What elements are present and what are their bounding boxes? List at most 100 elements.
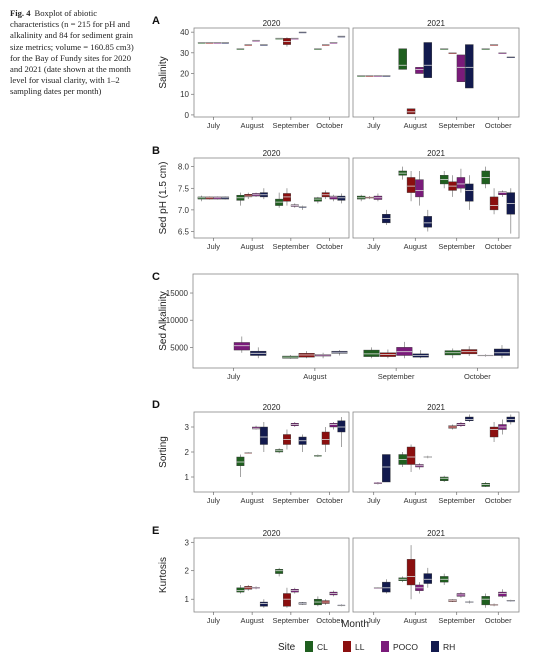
facet-strip [194, 148, 349, 158]
facet-strip [194, 528, 349, 538]
panel-letter: D [152, 399, 160, 411]
box-body [329, 423, 338, 428]
x-tick-label: July [367, 121, 381, 130]
box-LL-August [244, 452, 252, 454]
box-CL-August [236, 584, 245, 594]
y-tick-label: 7.5 [178, 184, 190, 193]
caption-text: Boxplot of abiotic characteristics (n = … [10, 8, 134, 97]
box-POCO-August [415, 170, 424, 206]
box-RH-July [382, 579, 391, 594]
x-tick-label: October [316, 242, 343, 251]
y-tick-label: 2 [185, 567, 190, 576]
plot-border [193, 537, 350, 613]
box-LL-September [448, 424, 457, 430]
legend-swatch-LL [343, 641, 351, 652]
legend-swatch-CL [305, 641, 313, 652]
facet-title: 2021 [427, 403, 445, 412]
box-POCO-August [315, 352, 332, 359]
box-body [329, 195, 338, 200]
box-body [236, 587, 245, 593]
panel-letter: C [152, 271, 160, 283]
panel-D: D Sorting 1 2 3 2020 July August September Octobe… [152, 399, 520, 505]
box-LL-August [406, 545, 416, 600]
box-CL-September [439, 170, 449, 189]
box-POCO-September [396, 341, 413, 359]
box-LL-July [205, 196, 214, 200]
box-RH-August [260, 44, 268, 46]
plot-border [352, 537, 520, 613]
box-RH-October [506, 599, 515, 602]
box-body [465, 44, 474, 89]
x-tick-label: July [367, 496, 381, 505]
x-tick-label: October [485, 121, 512, 130]
facet-2020: 2020 July August September October [193, 18, 350, 130]
x-tick-label: September [438, 121, 475, 130]
box-POCO-September [290, 422, 299, 427]
box-body [489, 426, 499, 438]
x-tick-label: September [273, 616, 310, 625]
box-body [406, 559, 416, 586]
box-LL-July [365, 196, 374, 200]
box-LL-August [244, 192, 253, 200]
box-CL-September [439, 573, 449, 585]
box-CL-September [363, 347, 380, 359]
facet-strip [353, 148, 519, 158]
box-LL-July [365, 75, 374, 77]
facet-strip [353, 402, 519, 412]
box-POCO-September [456, 592, 466, 598]
box-RH-October [493, 345, 510, 359]
legend-label-POCO: POCO [393, 642, 418, 652]
box-RH-September [298, 602, 307, 605]
box-LL-September [379, 349, 396, 359]
x-tick-label: October [485, 616, 512, 625]
box-LL-October [490, 603, 499, 607]
box-CL-September [275, 37, 283, 40]
box-body [456, 54, 466, 83]
box-CL-July [357, 75, 366, 77]
x-tick-label: October [485, 496, 512, 505]
legend-label-CL: CL [317, 642, 328, 652]
x-tick-label: September [273, 242, 310, 251]
box-body [321, 431, 330, 445]
box-CL-October [313, 196, 322, 204]
box-body [498, 591, 507, 597]
box-body [406, 108, 416, 115]
box-RH-July [382, 454, 391, 483]
facet-2021: 2021 July August September October [352, 148, 520, 251]
legend-swatch-POCO [381, 641, 389, 652]
x-tick-label: July [227, 372, 241, 381]
box-POCO-July [233, 336, 250, 353]
box-body [259, 601, 268, 607]
plot-border [192, 273, 519, 369]
box-POCO-October [498, 419, 507, 435]
box-RH-August [259, 599, 268, 608]
box-RH-September [298, 434, 307, 452]
box-POCO-August [415, 67, 424, 74]
facet-2020: 2020 July August September October [193, 148, 350, 251]
y-axis-label: Sed Alkalinity [158, 291, 169, 350]
box-body [233, 342, 250, 351]
y-tick-label: 3 [185, 538, 190, 547]
x-tick-label: October [316, 496, 343, 505]
facet-title: 2021 [427, 529, 445, 538]
y-axis-label: Salinity [158, 56, 169, 88]
panel-E: E Kurtosis 1 2 3 2020 July August September Octob… [152, 525, 520, 630]
legend: Site CL LL POCO RH [278, 641, 455, 653]
box-POCO-September [456, 54, 466, 83]
legend-label-RH: RH [443, 642, 455, 652]
box-body [423, 573, 433, 584]
box-POCO-October [477, 354, 494, 357]
box-POCO-October [498, 52, 507, 54]
x-tick-label: August [404, 496, 428, 505]
box-LL-October [321, 190, 330, 200]
y-tick-label: 1 [185, 595, 190, 604]
box-POCO-September [456, 168, 466, 193]
x-tick-label: September [273, 496, 310, 505]
box-POCO-September [291, 37, 299, 40]
x-tick-label: August [404, 121, 428, 130]
x-tick-label: July [207, 242, 221, 251]
x-tick-label: July [207, 616, 221, 625]
figure-caption: Fig. 4 Boxplot of abiotic characteristics… [10, 8, 138, 98]
box-CL-September [275, 192, 284, 208]
x-tick-label: August [404, 242, 428, 251]
